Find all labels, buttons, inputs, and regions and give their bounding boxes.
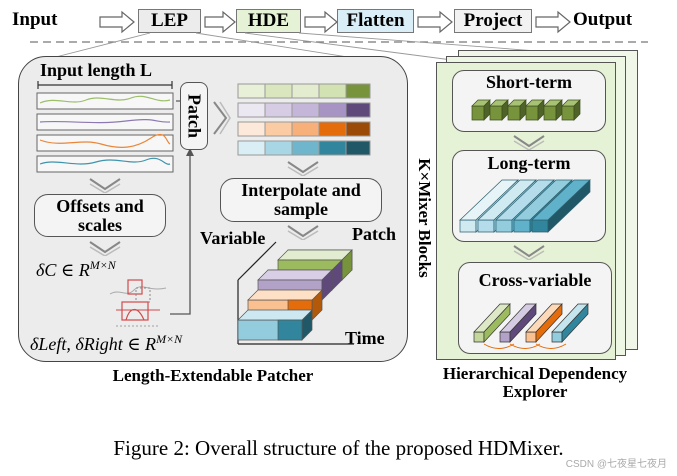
lep-chevron-1	[89, 178, 121, 193]
hde-chevron-2	[513, 245, 545, 260]
variable-axis-label: Variable	[200, 228, 266, 248]
series-to-patch-arrow	[176, 100, 180, 102]
lep-chevron-4	[287, 225, 319, 240]
long-term-bars	[459, 179, 591, 233]
hde-caption-line1: Hierarchical Dependency	[442, 364, 628, 383]
pipeline-arrow-1	[99, 10, 135, 34]
cross-variable-bars	[473, 303, 589, 349]
hde-caption-line2: Explorer	[502, 382, 568, 401]
offsets-scales-box: Offsets and scales	[34, 194, 166, 237]
hde-box: HDE	[236, 9, 301, 33]
patch-box: Patch	[180, 82, 208, 150]
patched-series	[237, 83, 371, 156]
pipeline-output-label: Output	[573, 9, 633, 30]
project-box: Project	[454, 9, 532, 33]
input-length-label: Input length L	[40, 60, 153, 80]
short-term-cubes	[471, 99, 581, 121]
pipeline-arrow-2	[204, 10, 236, 34]
delta-lr-label: δLeft, δRight ∈ RM×N	[30, 332, 183, 354]
lep-caption: Length-Extendable Patcher	[112, 366, 314, 385]
pipeline-arrow-5	[535, 10, 571, 34]
pipeline-arrow-4	[417, 10, 453, 34]
offset-illustration	[109, 279, 167, 327]
offsets-to-patch-arrow	[170, 148, 194, 315]
interpolate-box: Interpolate and sample	[220, 178, 382, 222]
pipeline-arrow-3	[304, 10, 338, 34]
watermark: CSDN @七夜星七夜月	[565, 459, 667, 470]
input-length-bracket	[37, 81, 173, 89]
patch-axis-label: Patch	[352, 224, 396, 244]
pipeline-input-label: Input	[12, 9, 58, 30]
figure-caption: Figure 2: Overall structure of the propo…	[113, 436, 564, 460]
short-term-label: Short-term	[486, 72, 572, 92]
lep-chevron-3	[287, 161, 319, 176]
patch-chevron-right	[213, 101, 231, 135]
flatten-box: Flatten	[337, 9, 414, 33]
delta-c-label: δC ∈ RM×N	[36, 258, 116, 280]
cross-variable-label: Cross-variable	[478, 270, 592, 290]
patch-tensor-3d	[237, 241, 354, 345]
hde-chevron-1	[513, 135, 545, 150]
long-term-label: Long-term	[487, 153, 571, 173]
lep-box: LEP	[138, 9, 201, 33]
lep-chevron-2	[89, 241, 121, 256]
input-series-stack	[36, 92, 174, 173]
time-axis-label: Time	[345, 328, 385, 348]
